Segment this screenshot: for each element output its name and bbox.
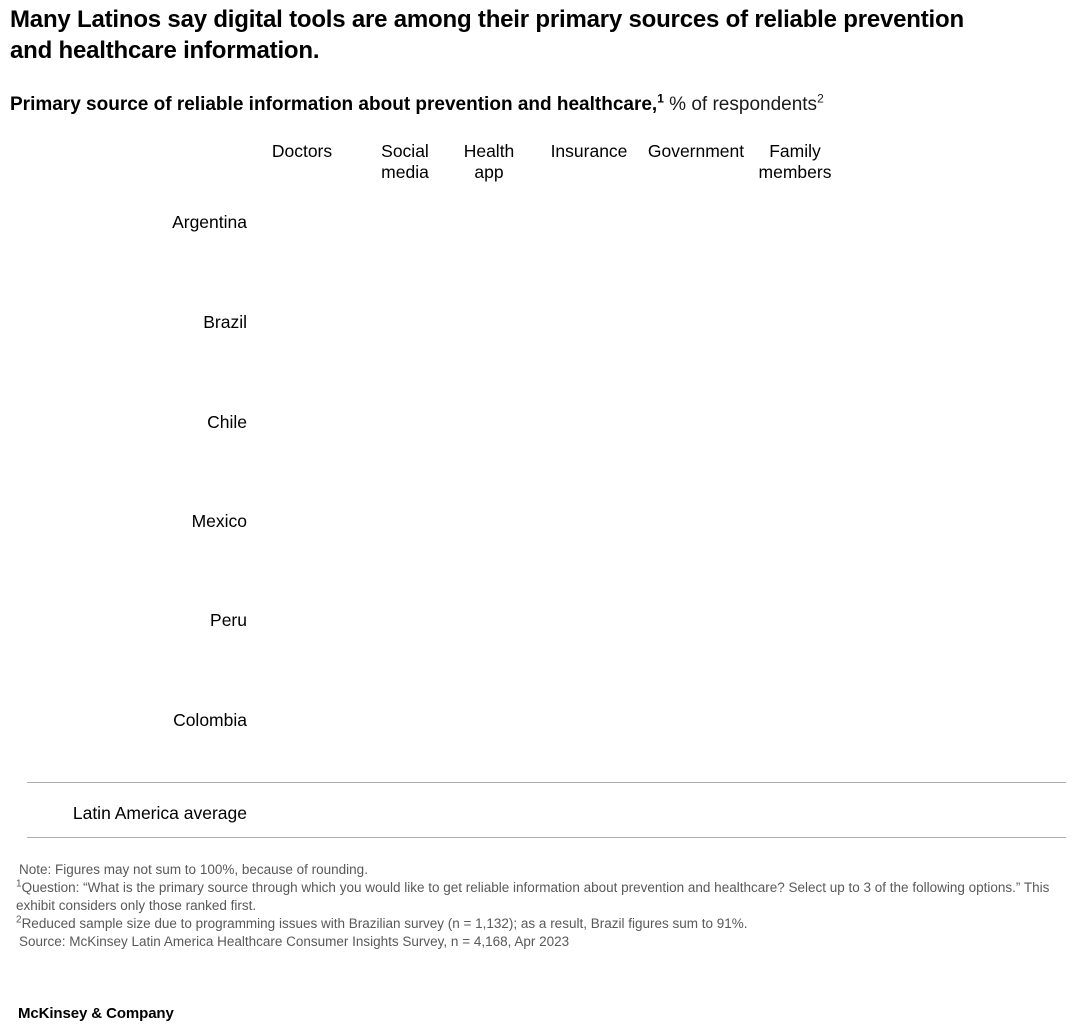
row-label-argentina: Argentina xyxy=(172,212,247,232)
row-label-colombia: Colombia xyxy=(173,710,247,730)
column-header-insurance: Insurance xyxy=(550,141,628,161)
footnote-2-marker: 2 xyxy=(16,914,22,926)
column-header-social-media: Social media xyxy=(381,141,429,182)
footnote-source: Source: McKinsey Latin America Healthcar… xyxy=(19,934,570,949)
footnote-2-text: Reduced sample size due to programming i… xyxy=(21,916,748,931)
column-header-family-members: Family members xyxy=(758,141,832,182)
row-label-mexico: Mexico xyxy=(191,511,247,531)
footnote-1: 1Question: “What is the primary source t… xyxy=(16,879,1066,915)
divider-line-top xyxy=(27,782,1066,783)
row-label-latin-america-average: Latin America average xyxy=(72,803,247,823)
footnote-ref-1: 1 xyxy=(657,91,664,106)
row-label-chile: Chile xyxy=(207,412,247,432)
subtitle-bold-text: Primary source of reliable information a… xyxy=(10,94,658,115)
row-label-peru: Peru xyxy=(210,610,247,630)
column-header-government: Government xyxy=(647,141,745,161)
mckinsey-logo: McKinsey & Company xyxy=(18,1005,174,1022)
footnotes: Note: Figures may not sum to 100%, becau… xyxy=(16,861,1066,951)
exhibit-title: Many Latinos say digital tools are among… xyxy=(10,6,964,64)
footnote-note: Note: Figures may not sum to 100%, becau… xyxy=(19,862,368,877)
column-header-doctors: Doctors xyxy=(271,141,333,161)
footnote-ref-2: 2 xyxy=(817,91,824,106)
divider-line-bottom xyxy=(27,837,1066,838)
footnote-1-marker: 1 xyxy=(16,878,22,890)
footnote-1-text: Question: “What is the primary source th… xyxy=(16,880,1050,913)
subtitle-regular-text: % of respondents xyxy=(663,94,818,115)
footnote-2: 2Reduced sample size due to programming … xyxy=(16,915,1066,933)
column-header-health-app: Health app xyxy=(463,141,515,182)
exhibit-subtitle: Primary source of reliable information a… xyxy=(10,93,1070,117)
row-label-brazil: Brazil xyxy=(203,312,247,332)
